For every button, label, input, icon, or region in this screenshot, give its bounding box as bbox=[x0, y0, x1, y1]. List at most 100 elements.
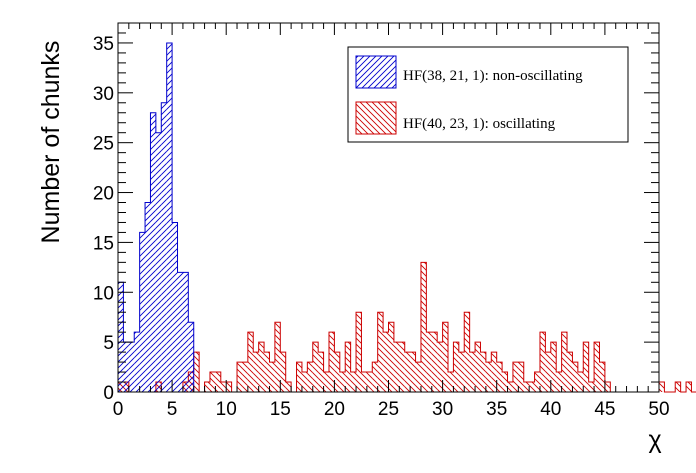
series-1-bin bbox=[361, 372, 367, 392]
series-1-bin bbox=[372, 362, 378, 392]
series-1-bin bbox=[480, 352, 486, 392]
series-1-bin bbox=[518, 362, 524, 392]
series-1-bin bbox=[404, 352, 411, 392]
x-tick-label: 30 bbox=[432, 399, 453, 420]
y-tick-label: 5 bbox=[103, 333, 114, 354]
y-tick-label: 30 bbox=[93, 84, 114, 105]
series-1-bin bbox=[377, 312, 384, 392]
series-1 bbox=[117, 261, 696, 393]
series-1-bin bbox=[507, 382, 513, 392]
series-1-bin bbox=[274, 322, 281, 392]
x-tick-label: 35 bbox=[486, 399, 507, 420]
series-1-bin bbox=[280, 352, 286, 392]
series-1-bin bbox=[561, 332, 568, 392]
series-0-bin bbox=[155, 132, 162, 392]
series-1-bin bbox=[204, 382, 210, 392]
series-1-bin bbox=[388, 322, 394, 392]
series-1-bin bbox=[512, 362, 519, 392]
series-1-bin bbox=[550, 342, 557, 392]
legend: HF(38, 21, 1): non-oscillating HF(40, 23… bbox=[347, 46, 629, 143]
series-1-bin bbox=[269, 362, 275, 392]
series-1-bin bbox=[383, 332, 389, 392]
series-1-bin bbox=[253, 352, 259, 392]
y-axis-title: Number of chunks bbox=[37, 41, 65, 244]
series-1-bin bbox=[437, 342, 443, 392]
x-tick-label: 10 bbox=[216, 399, 237, 420]
series-1-bin bbox=[345, 342, 351, 392]
series-1-bin bbox=[242, 362, 248, 392]
series-1-bin bbox=[534, 372, 540, 392]
series-1-bin bbox=[577, 372, 584, 392]
series-0-bin bbox=[150, 112, 156, 392]
x-tick-label: 50 bbox=[648, 399, 669, 420]
series-0-bin bbox=[145, 202, 151, 392]
series-1-bin bbox=[339, 372, 346, 392]
x-tick-label: 15 bbox=[270, 399, 291, 420]
series-1-bin bbox=[285, 382, 292, 392]
legend-swatch-oscillating bbox=[355, 101, 397, 135]
x-tick-label: 20 bbox=[324, 399, 345, 420]
series-1-bin bbox=[523, 382, 530, 392]
series-1-bin bbox=[442, 322, 449, 392]
series-1-bin bbox=[675, 382, 681, 392]
series-1-bin bbox=[366, 372, 373, 392]
series-1-bin bbox=[458, 352, 465, 392]
series-1-bin bbox=[307, 362, 313, 392]
series-1-bin bbox=[420, 262, 427, 392]
series-1-bin bbox=[599, 362, 605, 392]
y-tick-label: 0 bbox=[103, 383, 114, 404]
series-1-bin bbox=[296, 362, 302, 392]
series-1-bin bbox=[220, 382, 227, 392]
series-0-bin bbox=[177, 272, 183, 392]
series-0-bin bbox=[134, 332, 140, 392]
series-1-bin bbox=[604, 382, 611, 392]
series-1-bin bbox=[556, 372, 562, 392]
series-1-bin bbox=[545, 352, 551, 392]
series-1-bin bbox=[399, 342, 405, 392]
series-0-bin bbox=[161, 102, 167, 392]
series-1-bin bbox=[415, 362, 421, 392]
series-0-bin bbox=[188, 322, 194, 392]
x-axis-title: χ bbox=[648, 426, 661, 454]
series-1-bin bbox=[334, 352, 340, 392]
x-tick-label: 5 bbox=[167, 399, 178, 420]
series-1-bin bbox=[464, 312, 470, 392]
series-0-bin bbox=[123, 342, 129, 392]
series-1-bin bbox=[539, 332, 546, 392]
series-1-bin bbox=[567, 352, 573, 392]
series-1-bin bbox=[431, 332, 438, 392]
series-1-bin bbox=[588, 382, 595, 392]
series-1-bin bbox=[312, 342, 319, 392]
series-0-bin bbox=[166, 42, 173, 392]
series-1-bin bbox=[237, 362, 243, 392]
series-1-bin bbox=[301, 372, 308, 392]
series-1-bin bbox=[572, 362, 578, 392]
series-1-bin bbox=[350, 372, 357, 392]
y-tick-label: 10 bbox=[93, 283, 114, 304]
ticks-layer: 0 5 10 15 20 25 30 35 40 45 50 0 5 10 15 20 25 30 35 bbox=[93, 22, 670, 420]
series-1-bin bbox=[469, 352, 476, 392]
series-1-bin bbox=[356, 312, 362, 392]
series-0-bin bbox=[182, 272, 189, 392]
x-tick-label: 45 bbox=[594, 399, 615, 420]
series-1-bin bbox=[318, 352, 324, 392]
series-1-bin bbox=[193, 352, 200, 392]
y-tick-label: 25 bbox=[93, 134, 114, 155]
series-1-bin bbox=[491, 352, 497, 392]
series-1-bin bbox=[410, 352, 416, 392]
x-tick-label: 25 bbox=[378, 399, 399, 420]
series-1-bin bbox=[264, 352, 270, 392]
series-1-bin bbox=[583, 342, 589, 392]
series-1-bin bbox=[226, 382, 232, 392]
legend-label-oscillating: HF(40, 23, 1): oscillating bbox=[403, 116, 556, 132]
y-tick-label: 15 bbox=[93, 233, 114, 254]
series-0-bin bbox=[128, 342, 135, 392]
series-1-bin bbox=[393, 342, 400, 392]
series-1-bin bbox=[215, 372, 221, 392]
series-layer bbox=[117, 42, 696, 393]
series-1-bin bbox=[323, 372, 329, 392]
y-tick-label: 20 bbox=[93, 184, 114, 205]
series-0 bbox=[117, 42, 195, 392]
series-0-bin bbox=[139, 232, 146, 392]
